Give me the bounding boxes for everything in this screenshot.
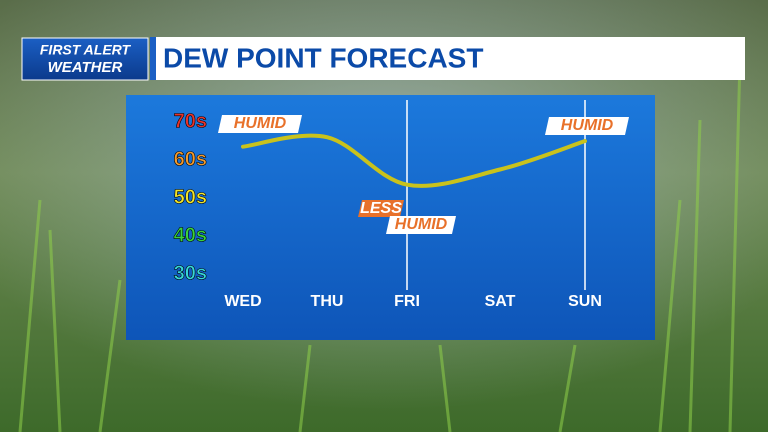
y-tick-label: 30s: [174, 262, 207, 284]
y-tick-label: 50s: [174, 186, 207, 208]
x-tick-label: SUN: [568, 293, 602, 310]
annotation: HUMID: [234, 115, 287, 132]
title-bar: [150, 37, 745, 80]
tag: [218, 115, 302, 133]
tag: [358, 200, 404, 217]
grass: [18, 59, 742, 432]
y-tick-label: 70s: [174, 110, 207, 132]
chart-title: DEW POINT FORECAST: [163, 42, 483, 73]
tag: [386, 216, 456, 234]
y-tick-label: 60s: [174, 148, 207, 170]
logo-line1: FIRST ALERT: [40, 42, 132, 58]
x-tick-label: SAT: [485, 293, 516, 310]
logo-line2: WEATHER: [48, 59, 123, 76]
y-tick-label: 40s: [174, 224, 207, 246]
x-tick-label: FRI: [394, 293, 420, 310]
logo-box: [21, 37, 149, 81]
annotation: LESS: [360, 200, 402, 217]
x-tick-label: THU: [311, 293, 344, 310]
x-tick-label: WED: [224, 293, 261, 310]
plot: 70s 60s 50s 40s 30s WED THU FRI SAT SUN: [173, 110, 602, 310]
series-line: [241, 133, 587, 188]
annotation: HUMID: [561, 117, 614, 134]
annotations: HUMID LESS HUMID HUMID: [218, 115, 629, 234]
title-accent: [150, 37, 156, 80]
tag: [545, 117, 629, 135]
annotation: HUMID: [395, 216, 448, 233]
